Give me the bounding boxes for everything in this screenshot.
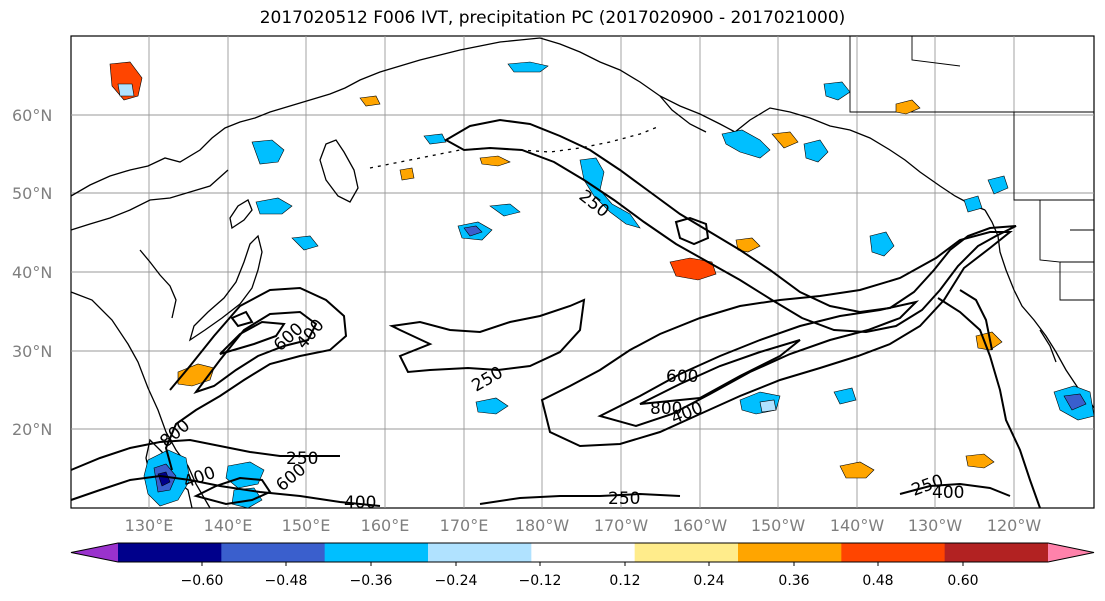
- colorbar-ticks: −0.60 −0.48 −0.36 −0.24 −0.12 0.12 0.24 …: [181, 573, 979, 589]
- contour-label: 250: [286, 449, 318, 469]
- contour-label: 250: [608, 489, 640, 509]
- lon-label: 150°E: [282, 516, 331, 535]
- lon-label: 150°W: [751, 516, 806, 535]
- lat-label: 50°N: [12, 184, 52, 203]
- map-panel: 250 400 600 800 250 400 600 250 400 600 …: [70, 35, 1095, 513]
- political-borders: [849, 36, 1094, 301]
- lon-label: 140°E: [204, 516, 253, 535]
- colorbar-extend-min: [71, 543, 118, 562]
- colorbar-tick-label: −0.36: [350, 573, 393, 589]
- lon-label: 130°W: [908, 516, 963, 535]
- colorbar-segment: [841, 543, 946, 562]
- colorbar-extend-max: [1048, 543, 1094, 562]
- lon-label: 160°W: [673, 516, 728, 535]
- lat-label: 60°N: [12, 106, 52, 125]
- lon-label: 130°E: [125, 516, 174, 535]
- graticule: [71, 36, 1094, 508]
- colorbar-tick-label: 0.48: [862, 573, 893, 589]
- colorbar-segment: [944, 543, 1049, 562]
- lon-label: 120°W: [987, 516, 1042, 535]
- colorbar-segment: [324, 543, 429, 562]
- colorbar-segment: [738, 543, 842, 562]
- colorbar-segment: [634, 543, 739, 562]
- ivt-contours: [70, 118, 1041, 509]
- colorbar-tick-label: 0.24: [693, 573, 724, 589]
- latitude-labels: 60°N 50°N 40°N 30°N 20°N: [12, 106, 52, 439]
- colorbar-segment: [531, 543, 636, 562]
- colorbar-segment: [428, 543, 532, 562]
- lat-label: 30°N: [12, 342, 52, 361]
- lat-label: 20°N: [12, 420, 52, 439]
- colorbar: [70, 542, 1095, 566]
- colorbar-outline: [70, 542, 1095, 563]
- lon-label: 170°E: [440, 516, 489, 535]
- colorbar-tick-label: 0.36: [778, 573, 809, 589]
- colorbar-tick-label: −0.24: [435, 573, 478, 589]
- colorbar-segment: [118, 543, 222, 562]
- lon-label: 170°W: [594, 516, 649, 535]
- contour-label: 800: [650, 399, 682, 419]
- longitude-labels: 130°E 140°E 150°E 160°E 170°E 180°W 170°…: [125, 516, 1042, 535]
- colorbar-segment: [221, 543, 326, 562]
- contour-label: 400: [932, 483, 964, 503]
- colorbar-tick-label: 0.12: [609, 573, 640, 589]
- contour-label: 600: [666, 367, 698, 387]
- colorbar-tick-label: 0.60: [947, 573, 978, 589]
- colorbar-tick-label: −0.60: [181, 573, 224, 589]
- colorbar-tick-label: −0.48: [265, 573, 308, 589]
- colorbar-tick-label: −0.12: [519, 573, 562, 589]
- lon-label: 160°E: [361, 516, 410, 535]
- precip-shading: [109, 61, 1095, 509]
- map-title: 2017020512 F006 IVT, precipitation PC (2…: [259, 8, 846, 28]
- lon-label: 140°W: [830, 516, 885, 535]
- lon-label: 180°W: [515, 516, 570, 535]
- lat-label: 40°N: [12, 263, 52, 282]
- contour-label: 400: [344, 493, 376, 513]
